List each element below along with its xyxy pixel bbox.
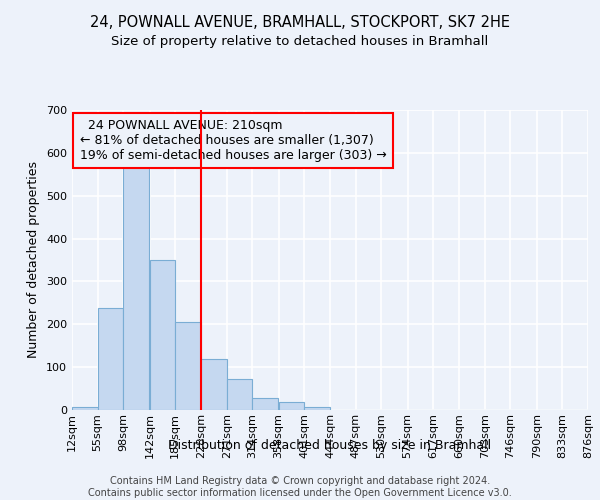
Text: 24, POWNALL AVENUE, BRAMHALL, STOCKPORT, SK7 2HE: 24, POWNALL AVENUE, BRAMHALL, STOCKPORT,…	[90, 15, 510, 30]
Bar	[175, 322, 201, 410]
Text: Contains HM Land Registry data © Crown copyright and database right 2024.
Contai: Contains HM Land Registry data © Crown c…	[88, 476, 512, 498]
Bar	[253, 398, 278, 410]
Bar	[201, 358, 227, 410]
Bar	[98, 308, 124, 410]
Bar	[149, 260, 175, 410]
Text: 24 POWNALL AVENUE: 210sqm  
← 81% of detached houses are smaller (1,307)
19% of : 24 POWNALL AVENUE: 210sqm ← 81% of detac…	[80, 119, 386, 162]
Text: Distribution of detached houses by size in Bramhall: Distribution of detached houses by size …	[169, 440, 491, 452]
Bar	[72, 406, 98, 410]
Y-axis label: Number of detached properties: Number of detached properties	[28, 162, 40, 358]
Bar	[227, 378, 253, 410]
Bar	[124, 160, 149, 410]
Bar	[304, 406, 330, 410]
Text: Size of property relative to detached houses in Bramhall: Size of property relative to detached ho…	[112, 35, 488, 48]
Bar	[278, 402, 304, 410]
